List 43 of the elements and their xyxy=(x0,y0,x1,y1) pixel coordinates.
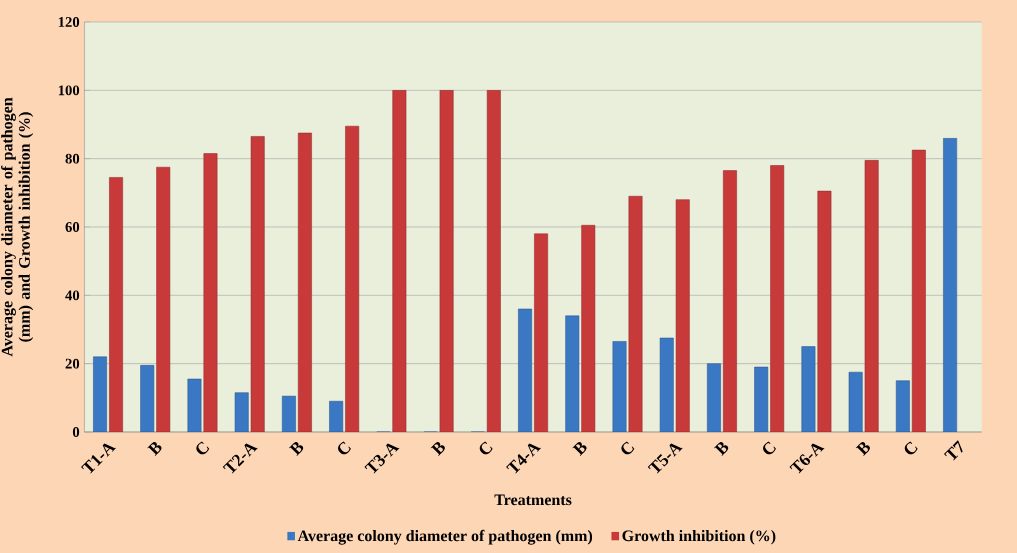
bar xyxy=(770,165,785,432)
bar xyxy=(911,149,926,432)
y-tick-label: 0 xyxy=(72,427,80,437)
x-tick-label: C xyxy=(904,441,918,455)
bar xyxy=(109,177,123,432)
x-tick-label: C xyxy=(621,441,635,455)
x-tick-label: C xyxy=(763,441,776,455)
x-tick-label: B xyxy=(288,442,304,456)
x-tick-label: C xyxy=(338,441,351,455)
x-tick-label: B xyxy=(855,442,870,456)
bar xyxy=(392,90,407,432)
y-tick-label: 60 xyxy=(65,222,80,232)
y-tick-label: 100 xyxy=(58,85,80,96)
y-tick-label: 80 xyxy=(65,153,80,164)
bar xyxy=(612,341,627,432)
legend-label: Growth inhibition (%) xyxy=(622,529,776,545)
bar xyxy=(156,166,171,432)
legend-label: Average colony diameter of pathogen (mm) xyxy=(297,529,593,545)
x-tick-label: B xyxy=(147,442,162,456)
y-tick-label: 120 xyxy=(58,17,80,27)
bar xyxy=(250,136,265,432)
x-tick-label: B xyxy=(430,442,445,456)
y-axis-title: Average colony diameter of pathogen (mm) and Growth inhibition (%) xyxy=(1,97,34,357)
bar xyxy=(345,125,360,432)
y-tick-label: 20 xyxy=(65,358,80,369)
bar xyxy=(486,90,501,432)
x-tick-label: T7 xyxy=(943,440,963,461)
bar xyxy=(864,160,879,432)
bar xyxy=(675,199,690,432)
x-tick-label: C xyxy=(196,441,210,455)
bar xyxy=(439,90,454,432)
bar xyxy=(817,190,832,432)
x-tick-label: C xyxy=(479,441,493,455)
bar xyxy=(203,153,218,432)
x-tick-label: B xyxy=(714,442,729,456)
bar xyxy=(628,195,643,432)
bar xyxy=(297,132,312,432)
x-tick-label: B xyxy=(572,442,587,456)
bar xyxy=(534,233,548,432)
bar xyxy=(723,170,737,432)
x-axis-title: Treatments xyxy=(494,494,572,506)
y-tick-label: 40 xyxy=(65,290,80,301)
bar xyxy=(581,225,596,432)
